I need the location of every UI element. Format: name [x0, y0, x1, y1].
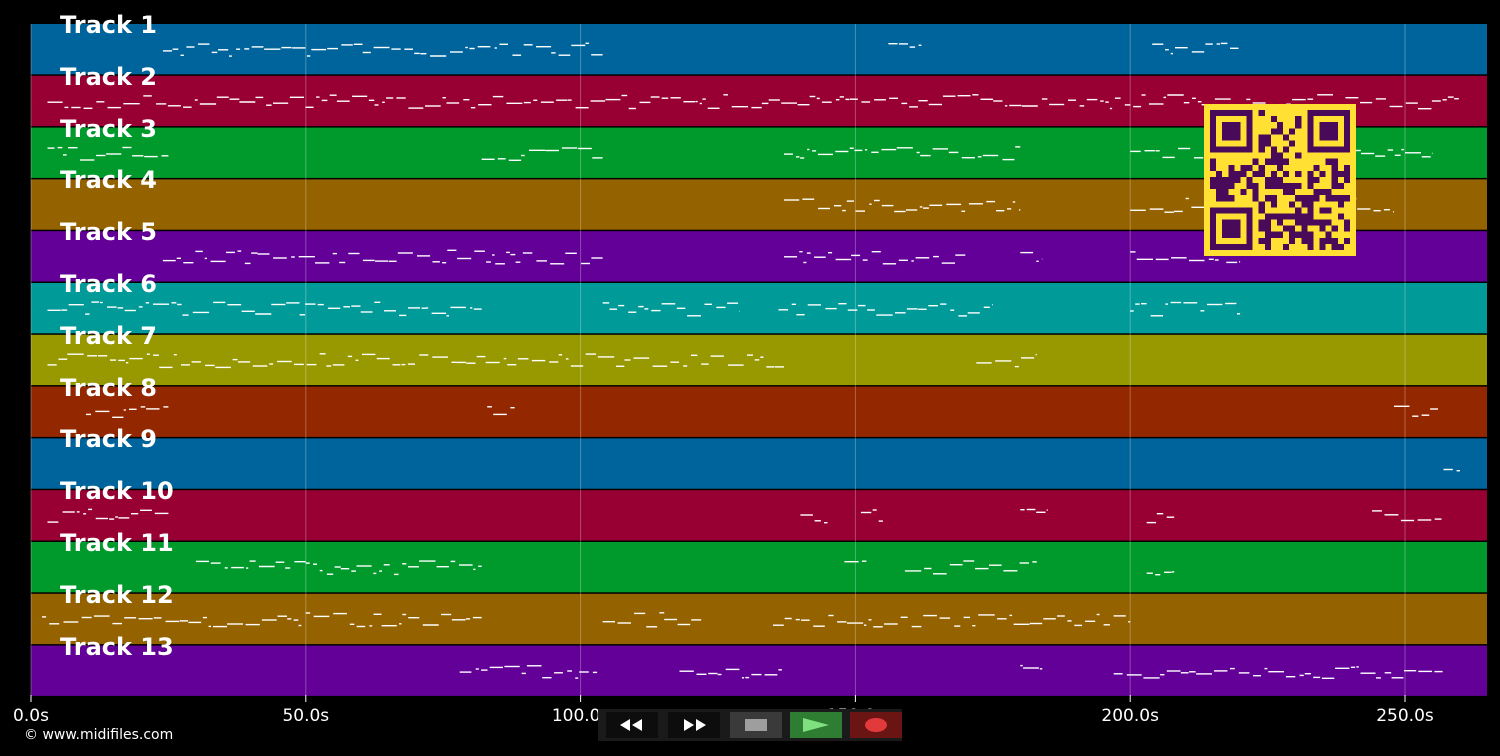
time-tick-label: 100.0s	[551, 706, 610, 726]
play-icon	[803, 718, 829, 732]
stop-icon	[745, 719, 767, 731]
track-lane-11[interactable]	[31, 542, 1487, 593]
stop-button[interactable]	[730, 712, 782, 738]
track-lane-6[interactable]	[31, 283, 1487, 334]
track-label-12: Track 12	[60, 580, 174, 609]
time-tick-label: 250.0s	[1376, 706, 1434, 726]
track-label-7: Track 7	[60, 321, 158, 350]
track-label-4: Track 4	[60, 166, 158, 195]
record-icon	[865, 718, 887, 732]
track-lane-12[interactable]	[31, 593, 1487, 645]
track-label-1: Track 1	[60, 11, 158, 39]
time-tick-label: 0.0s	[13, 706, 49, 726]
time-tick-label: 200.0s	[1101, 706, 1159, 726]
track-lane-13[interactable]	[31, 645, 1487, 696]
play-button[interactable]	[790, 712, 842, 738]
track-label-10: Track 10	[60, 477, 174, 506]
track-lane-9[interactable]	[31, 438, 1487, 489]
track-lane-1[interactable]	[31, 24, 1487, 75]
track-label-2: Track 2	[60, 62, 158, 91]
track-label-5: Track 5	[60, 218, 158, 247]
record-button[interactable]	[850, 712, 902, 738]
transport-controls	[598, 709, 902, 741]
track-label-11: Track 11	[60, 529, 174, 557]
rewind-icon	[620, 719, 642, 731]
copyright-text: © www.midifiles.com	[24, 727, 174, 743]
track-lane-8[interactable]	[31, 386, 1487, 437]
track-label-8: Track 8	[60, 373, 158, 402]
time-tick-label: 50.0s	[282, 706, 330, 726]
track-lane-10[interactable]	[31, 490, 1487, 541]
track-label-9: Track 9	[60, 425, 158, 454]
fast-forward-button[interactable]	[668, 712, 720, 738]
track-label-13: Track 13	[60, 632, 174, 661]
fast-forward-icon	[684, 719, 706, 731]
rewind-button[interactable]	[606, 712, 658, 738]
track-label-6: Track 6	[60, 270, 158, 298]
qr-code-image	[1204, 104, 1356, 256]
track-label-3: Track 3	[60, 114, 158, 143]
